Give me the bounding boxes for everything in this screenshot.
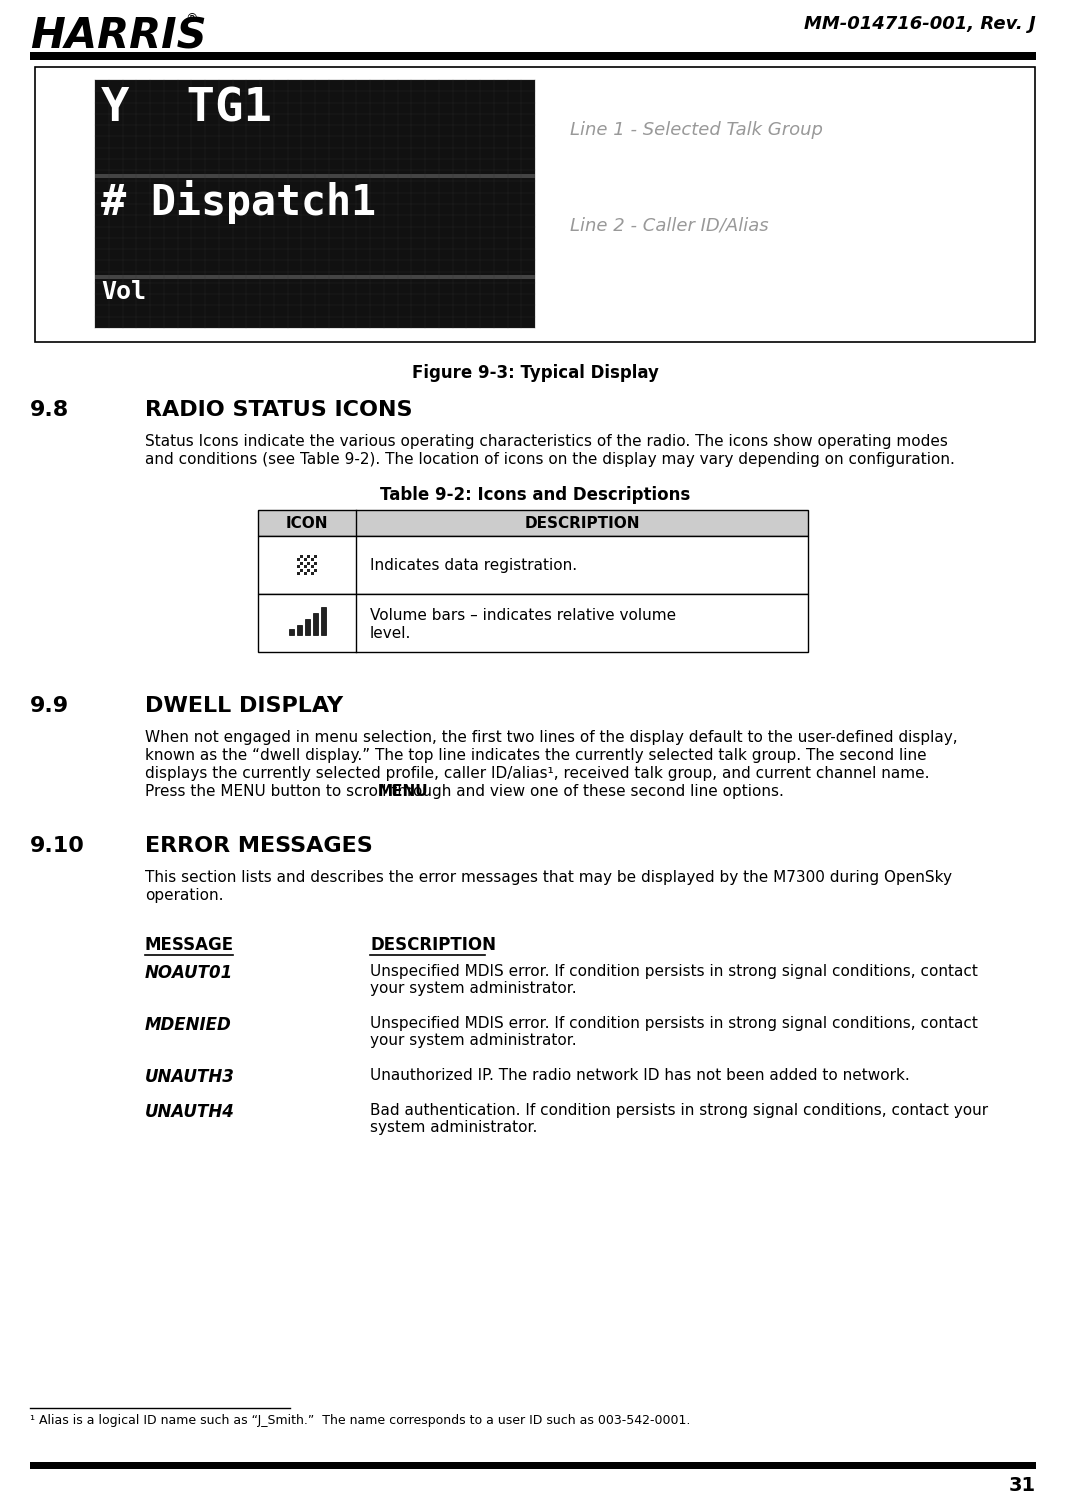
Text: and conditions (see Table 9-2). The location of icons on the display may vary de: and conditions (see Table 9-2). The loca… [145, 452, 955, 467]
Bar [314, 555, 318, 558]
Text: 9.9: 9.9 [30, 696, 69, 717]
Bar [304, 571, 307, 574]
Bar [307, 568, 310, 571]
Text: your system administrator.: your system administrator. [370, 1034, 577, 1049]
Bar [310, 565, 313, 568]
Text: DWELL DISPLAY: DWELL DISPLAY [145, 696, 343, 717]
Bar [304, 568, 307, 571]
Text: MESSAGE: MESSAGE [145, 936, 235, 954]
Bar [289, 628, 293, 634]
Bar [307, 558, 310, 561]
Bar [35, 67, 1035, 343]
Text: DESCRIPTION: DESCRIPTION [370, 936, 496, 954]
Bar [314, 565, 318, 568]
Text: UNAUTH3: UNAUTH3 [145, 1068, 235, 1086]
Text: Unspecified MDIS error. If condition persists in strong signal conditions, conta: Unspecified MDIS error. If condition per… [370, 963, 978, 978]
Bar [296, 625, 302, 634]
Bar [300, 565, 303, 568]
Bar [310, 558, 313, 561]
Text: Table 9-2: Icons and Descriptions: Table 9-2: Icons and Descriptions [379, 486, 690, 504]
Bar [307, 555, 310, 558]
Bar [30, 1462, 1036, 1469]
Bar [310, 568, 313, 571]
Text: 9.8: 9.8 [30, 399, 69, 420]
Bar [310, 561, 313, 564]
Bar [312, 613, 318, 634]
Text: MENU: MENU [378, 784, 429, 799]
Bar [304, 555, 307, 558]
Bar [258, 594, 808, 652]
Bar [300, 568, 303, 571]
Text: MDENIED: MDENIED [145, 1016, 231, 1034]
Bar [296, 571, 300, 574]
Text: RADIO STATUS ICONS: RADIO STATUS ICONS [145, 399, 413, 420]
Bar [30, 52, 1036, 60]
Text: Status Icons indicate the various operating characteristics of the radio. The ic: Status Icons indicate the various operat… [145, 434, 948, 449]
Text: Line 1 - Selected Talk Group: Line 1 - Selected Talk Group [570, 121, 823, 139]
Text: Unspecified MDIS error. If condition persists in strong signal conditions, conta: Unspecified MDIS error. If condition per… [370, 1016, 978, 1031]
Bar [95, 275, 535, 278]
Text: Volume bars – indicates relative volume: Volume bars – indicates relative volume [370, 607, 676, 622]
Text: displays the currently selected profile, caller ID/alias¹, received talk group, : displays the currently selected profile,… [145, 766, 930, 781]
Text: When not engaged in menu selection, the first two lines of the display default t: When not engaged in menu selection, the … [145, 730, 957, 745]
Bar [300, 558, 303, 561]
Bar [307, 561, 310, 564]
Bar [300, 555, 303, 558]
Text: NOAUT01: NOAUT01 [145, 963, 233, 981]
Text: Press the MENU button to scroll through and view one of these second line option: Press the MENU button to scroll through … [145, 784, 784, 799]
Text: DESCRIPTION: DESCRIPTION [524, 516, 640, 531]
Text: Figure 9-3: Typical Display: Figure 9-3: Typical Display [411, 364, 659, 381]
Bar [314, 568, 318, 571]
Bar [314, 558, 318, 561]
Text: Bad authentication. If condition persists in strong signal conditions, contact y: Bad authentication. If condition persist… [370, 1103, 988, 1118]
Bar [296, 558, 300, 561]
Bar [305, 619, 309, 634]
Text: UNAUTH4: UNAUTH4 [145, 1103, 235, 1121]
Bar [307, 565, 310, 568]
Bar [300, 571, 303, 574]
Text: Indicates data registration.: Indicates data registration. [370, 558, 577, 573]
Text: known as the “dwell display.” The top line indicates the currently selected talk: known as the “dwell display.” The top li… [145, 748, 926, 763]
Bar [314, 561, 318, 564]
Bar [95, 79, 535, 328]
Text: Y  TG1: Y TG1 [101, 85, 272, 132]
Text: ICON: ICON [286, 516, 328, 531]
Bar [314, 571, 318, 574]
Text: ¹ Alias is a logical ID name such as “J_Smith.”  The name corresponds to a user : ¹ Alias is a logical ID name such as “J_… [30, 1414, 691, 1427]
Text: your system administrator.: your system administrator. [370, 981, 577, 996]
Text: 9.10: 9.10 [30, 836, 85, 856]
Text: Unauthorized IP. The radio network ID has not been added to network.: Unauthorized IP. The radio network ID ha… [370, 1068, 909, 1083]
Bar [296, 555, 300, 558]
Bar [307, 571, 310, 574]
Bar [300, 561, 303, 564]
Text: MM-014716-001, Rev. J: MM-014716-001, Rev. J [804, 15, 1036, 33]
Text: Line 2 - Caller ID/Alias: Line 2 - Caller ID/Alias [570, 215, 769, 233]
Text: level.: level. [370, 625, 411, 640]
Text: system administrator.: system administrator. [370, 1121, 537, 1135]
Text: ®: ® [185, 12, 197, 25]
Text: # Dispatch1: # Dispatch1 [101, 180, 376, 224]
Text: Vol: Vol [101, 280, 146, 304]
Bar [304, 561, 307, 564]
Text: ERROR MESSAGES: ERROR MESSAGES [145, 836, 373, 856]
Bar [296, 561, 300, 564]
Bar [321, 607, 325, 634]
Bar [258, 536, 808, 594]
Text: HARRIS: HARRIS [30, 15, 207, 57]
Bar [258, 510, 808, 536]
Bar [296, 565, 300, 568]
Bar [95, 174, 535, 178]
Text: This section lists and describes the error messages that may be displayed by the: This section lists and describes the err… [145, 871, 952, 886]
Bar [304, 558, 307, 561]
Text: operation.: operation. [145, 889, 224, 904]
Bar [310, 555, 313, 558]
Bar [304, 565, 307, 568]
Bar [296, 568, 300, 571]
Bar [310, 571, 313, 574]
Text: 31: 31 [1008, 1477, 1036, 1495]
